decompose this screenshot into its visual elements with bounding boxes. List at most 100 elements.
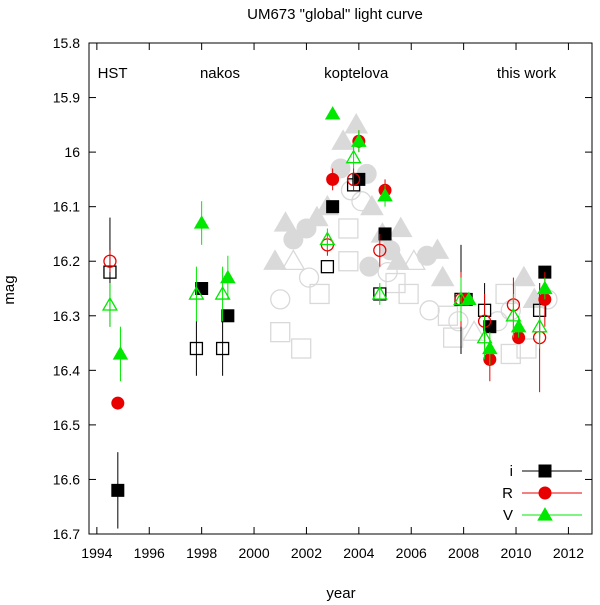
axes: 1994 1996 1998 2000 2002 2004 2006 2008 2010 2012… bbox=[53, 35, 592, 561]
background-point bbox=[419, 300, 440, 321]
background-point bbox=[425, 238, 450, 259]
filled-V-point bbox=[510, 318, 527, 333]
open-V-point bbox=[214, 285, 231, 300]
annotations: HST nakos koptelova this work bbox=[98, 65, 557, 82]
y-tick-label: 16.4 bbox=[53, 362, 80, 378]
series-i bbox=[103, 172, 552, 529]
annotation-label: nakos bbox=[200, 65, 240, 82]
filled-V-point bbox=[220, 269, 236, 284]
x-axis-label: year bbox=[326, 585, 355, 602]
open-V-point bbox=[531, 318, 548, 333]
background-point bbox=[338, 218, 359, 239]
legend-marker-i bbox=[538, 464, 552, 478]
background-point bbox=[500, 343, 521, 365]
background-point bbox=[281, 249, 306, 270]
background-point bbox=[330, 158, 351, 179]
x-tick-label: 2010 bbox=[500, 545, 531, 561]
filled-i-point bbox=[221, 309, 235, 323]
data-series bbox=[101, 106, 553, 529]
open-i-point bbox=[320, 260, 335, 274]
open-V-point bbox=[101, 296, 118, 311]
open-V-point bbox=[188, 285, 205, 300]
background-point bbox=[388, 216, 413, 238]
annotation-label: koptelova bbox=[324, 65, 389, 82]
legend: iRV bbox=[502, 463, 582, 524]
background-point bbox=[443, 327, 464, 348]
background-point bbox=[377, 261, 398, 283]
filled-R-point bbox=[111, 396, 125, 410]
x-tick-label: 2000 bbox=[238, 545, 269, 561]
filled-i-point bbox=[326, 200, 340, 214]
background-point bbox=[500, 300, 521, 321]
x-tick-label: 1994 bbox=[81, 545, 112, 561]
y-tick-label: 16.2 bbox=[53, 253, 80, 269]
filled-i-point bbox=[111, 483, 125, 497]
background-point bbox=[448, 311, 469, 332]
y-tick-label: 16.6 bbox=[53, 471, 80, 487]
legend-marker-V bbox=[537, 507, 553, 521]
legend-marker-R bbox=[538, 486, 552, 500]
open-R-point bbox=[346, 172, 361, 187]
x-tick-label: 2006 bbox=[396, 545, 427, 561]
open-V-point bbox=[371, 285, 388, 300]
y-tick-label: 16.3 bbox=[53, 308, 80, 324]
chart-title: UM673 "global" light curve bbox=[247, 6, 423, 23]
plot-frame bbox=[88, 42, 593, 535]
annotation-label: this work bbox=[497, 65, 557, 82]
open-V-point bbox=[505, 307, 522, 322]
y-tick-label: 16.5 bbox=[53, 417, 80, 433]
y-tick-label: 16.1 bbox=[53, 199, 80, 215]
background-point bbox=[359, 256, 380, 277]
legend-label-i: i bbox=[510, 463, 513, 480]
series-V bbox=[101, 106, 553, 382]
filled-V-point bbox=[461, 291, 477, 306]
filled-V-point bbox=[112, 346, 129, 360]
background-point bbox=[331, 129, 355, 150]
background-point bbox=[512, 265, 536, 287]
y-axis-label: mag bbox=[1, 275, 18, 304]
background-point bbox=[273, 211, 298, 232]
filled-i-point bbox=[378, 227, 392, 241]
open-i-point bbox=[215, 341, 230, 356]
open-V-point bbox=[319, 231, 336, 246]
background-point bbox=[430, 265, 455, 287]
background-point bbox=[338, 251, 359, 272]
open-i-point bbox=[189, 341, 204, 356]
filled-V-point bbox=[377, 187, 393, 202]
filled-V-point bbox=[482, 340, 498, 355]
background-point bbox=[344, 113, 369, 134]
filled-V-point bbox=[351, 133, 367, 147]
x-tick-label: 2012 bbox=[553, 545, 584, 561]
x-tick-label: 2002 bbox=[291, 545, 322, 561]
filled-V-point bbox=[537, 280, 553, 295]
x-tick-label: 2004 bbox=[343, 545, 374, 561]
background-point bbox=[437, 305, 459, 326]
background-point bbox=[298, 267, 320, 288]
legend-label-R: R bbox=[502, 485, 513, 502]
background-point bbox=[385, 272, 406, 294]
background-point bbox=[516, 338, 537, 359]
background-point bbox=[340, 180, 362, 201]
background-point bbox=[309, 283, 330, 305]
open-R-point bbox=[373, 243, 387, 257]
series-R bbox=[103, 130, 552, 410]
open-R-point bbox=[103, 254, 117, 268]
x-tick-label: 2008 bbox=[448, 545, 479, 561]
background-point bbox=[495, 283, 516, 305]
background-point bbox=[291, 338, 312, 359]
background-points bbox=[263, 113, 558, 365]
x-tick-label: 1998 bbox=[186, 545, 217, 561]
background-point bbox=[398, 283, 419, 305]
background-point bbox=[263, 249, 287, 270]
background-point bbox=[270, 321, 291, 343]
open-V-point bbox=[345, 149, 362, 164]
filled-V-point bbox=[324, 106, 341, 120]
filled-i-point bbox=[352, 172, 366, 186]
background-point bbox=[305, 205, 329, 227]
open-V-point bbox=[476, 329, 493, 344]
y-tick-label: 16 bbox=[64, 144, 80, 160]
annotation-label: HST bbox=[98, 65, 128, 82]
filled-V-point bbox=[193, 215, 210, 229]
y-tick-label: 15.8 bbox=[53, 35, 80, 51]
